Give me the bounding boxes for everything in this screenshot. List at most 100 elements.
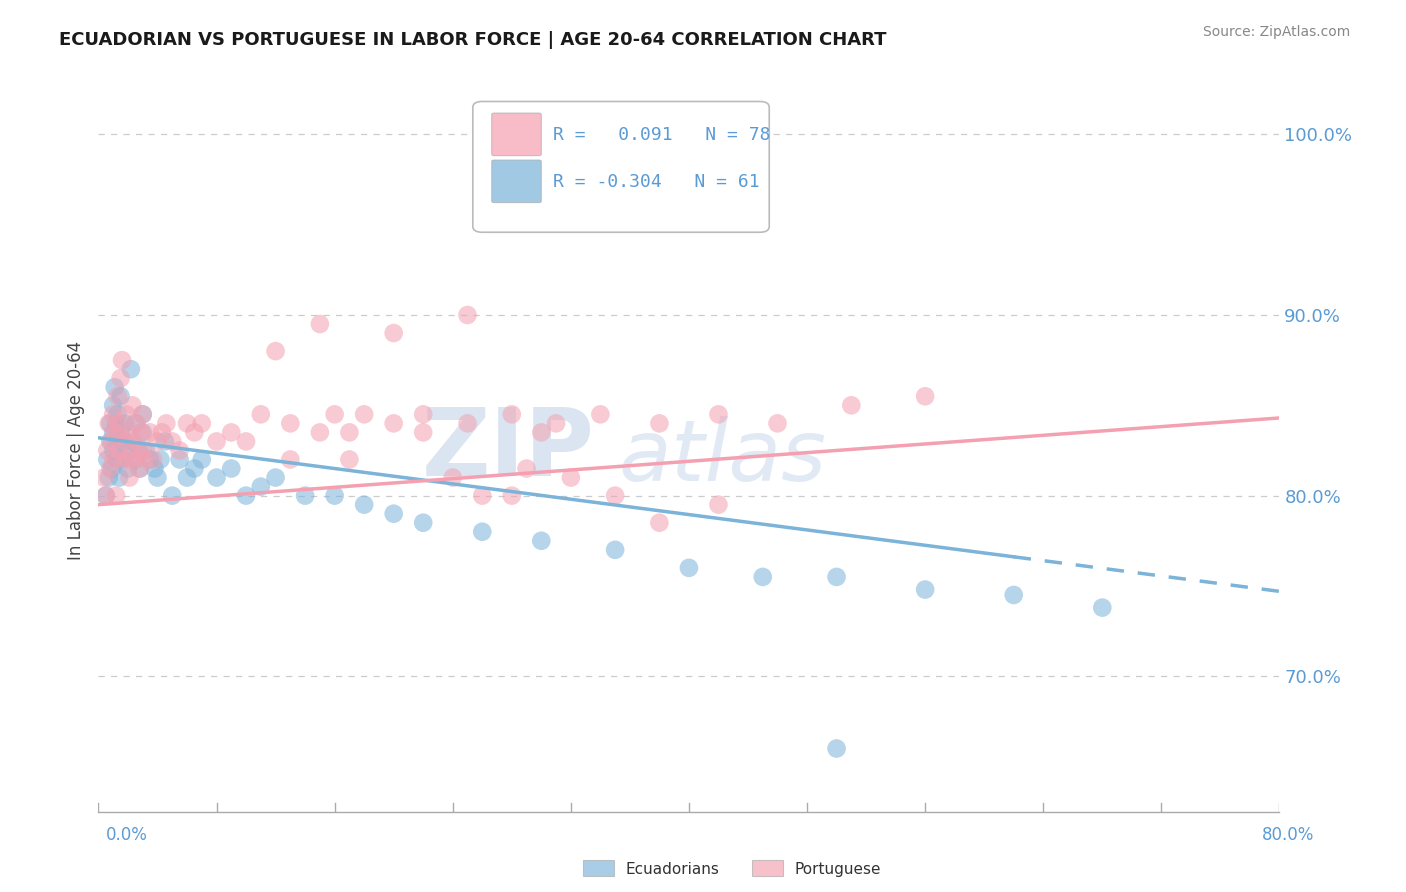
- Point: [221, 461, 243, 475]
- Point: [183, 425, 205, 440]
- Point: [250, 479, 273, 493]
- Point: [100, 434, 122, 449]
- Point: [97, 470, 120, 484]
- Point: [914, 582, 936, 597]
- Point: [105, 452, 128, 467]
- Point: [124, 417, 146, 431]
- Point: [412, 407, 434, 421]
- Point: [1002, 588, 1025, 602]
- FancyBboxPatch shape: [492, 160, 541, 202]
- Point: [153, 434, 176, 449]
- Point: [105, 489, 128, 503]
- Point: [1091, 600, 1114, 615]
- Point: [143, 461, 166, 475]
- Point: [294, 489, 316, 503]
- Point: [191, 417, 214, 431]
- Text: R = -0.304   N = 61: R = -0.304 N = 61: [553, 173, 759, 191]
- Point: [103, 398, 125, 412]
- Point: [121, 434, 143, 449]
- Point: [382, 507, 405, 521]
- Text: R =   0.091   N = 78: R = 0.091 N = 78: [553, 126, 770, 144]
- Point: [235, 434, 257, 449]
- Point: [107, 417, 129, 431]
- Point: [501, 489, 523, 503]
- Point: [94, 489, 117, 503]
- Point: [471, 524, 494, 539]
- Point: [546, 417, 568, 431]
- Point: [264, 470, 287, 484]
- Bar: [752, 860, 783, 876]
- Point: [93, 470, 115, 484]
- Point: [250, 407, 273, 421]
- Point: [96, 452, 118, 467]
- Point: [280, 417, 302, 431]
- Point: [120, 425, 142, 440]
- Text: ECUADORIAN VS PORTUGUESE IN LABOR FORCE | AGE 20-64 CORRELATION CHART: ECUADORIAN VS PORTUGUESE IN LABOR FORCE …: [59, 31, 887, 49]
- Point: [309, 317, 332, 331]
- Point: [560, 470, 582, 484]
- Point: [124, 434, 146, 449]
- Point: [98, 434, 121, 449]
- Point: [107, 434, 129, 449]
- Point: [841, 398, 863, 412]
- FancyBboxPatch shape: [492, 113, 541, 156]
- Point: [121, 398, 143, 412]
- Point: [323, 489, 346, 503]
- Point: [110, 371, 132, 385]
- Point: [183, 461, 205, 475]
- Point: [104, 380, 127, 394]
- Point: [120, 362, 142, 376]
- Point: [114, 434, 136, 449]
- Bar: [583, 860, 614, 876]
- Point: [825, 570, 848, 584]
- Point: [117, 452, 139, 467]
- Point: [132, 443, 155, 458]
- Point: [146, 434, 169, 449]
- Text: 0.0%: 0.0%: [105, 826, 148, 844]
- Point: [176, 417, 198, 431]
- Point: [412, 516, 434, 530]
- Point: [382, 326, 405, 340]
- Point: [124, 452, 146, 467]
- Point: [128, 461, 150, 475]
- Point: [139, 452, 162, 467]
- Point: [169, 452, 191, 467]
- Point: [176, 470, 198, 484]
- Point: [530, 533, 553, 548]
- Point: [127, 443, 149, 458]
- Point: [150, 425, 173, 440]
- Point: [108, 470, 131, 484]
- Y-axis label: In Labor Force | Age 20-64: In Labor Force | Age 20-64: [66, 341, 84, 560]
- FancyBboxPatch shape: [472, 102, 769, 232]
- Point: [132, 407, 155, 421]
- Point: [766, 417, 789, 431]
- Point: [103, 425, 125, 440]
- Point: [117, 443, 139, 458]
- Point: [825, 741, 848, 756]
- Point: [516, 461, 538, 475]
- Point: [162, 434, 183, 449]
- Point: [132, 425, 155, 440]
- Point: [132, 407, 155, 421]
- Point: [146, 470, 169, 484]
- Point: [205, 470, 228, 484]
- Point: [117, 461, 139, 475]
- Point: [110, 425, 132, 440]
- Point: [139, 425, 162, 440]
- Point: [122, 452, 145, 467]
- Point: [191, 452, 214, 467]
- Point: [125, 417, 148, 431]
- Point: [142, 452, 165, 467]
- Point: [441, 470, 464, 484]
- Point: [605, 542, 627, 557]
- Point: [135, 452, 157, 467]
- Text: ZIP: ZIP: [422, 404, 595, 497]
- Point: [339, 425, 361, 440]
- Text: Source: ZipAtlas.com: Source: ZipAtlas.com: [1202, 25, 1350, 39]
- Point: [114, 417, 136, 431]
- Point: [112, 452, 135, 467]
- Point: [104, 425, 127, 440]
- Point: [135, 443, 157, 458]
- Point: [914, 389, 936, 403]
- Point: [128, 461, 150, 475]
